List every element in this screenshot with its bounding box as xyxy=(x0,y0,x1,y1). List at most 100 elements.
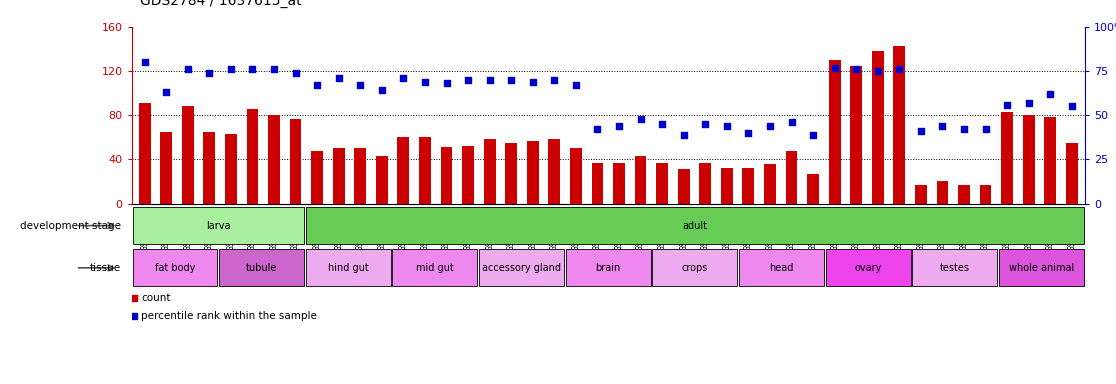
Bar xyxy=(613,163,625,204)
Point xyxy=(308,82,326,88)
Bar xyxy=(826,249,911,286)
Point xyxy=(459,77,477,83)
Bar xyxy=(393,249,478,286)
Text: accessory gland: accessory gland xyxy=(482,263,561,273)
Bar xyxy=(980,185,991,204)
Point xyxy=(912,128,930,134)
Bar xyxy=(462,146,474,204)
Point xyxy=(179,66,196,72)
Text: whole animal: whole animal xyxy=(1009,263,1074,273)
Text: ovary: ovary xyxy=(855,263,882,273)
Bar xyxy=(872,51,884,204)
Point xyxy=(869,68,887,74)
Bar xyxy=(570,148,581,204)
Point xyxy=(610,123,628,129)
Bar xyxy=(161,132,172,204)
Bar xyxy=(786,151,798,204)
Point xyxy=(352,82,369,88)
Bar xyxy=(376,156,387,204)
Text: percentile rank within the sample: percentile rank within the sample xyxy=(142,311,317,321)
Text: development stage: development stage xyxy=(19,220,121,231)
Text: GDS2784 / 1637615_at: GDS2784 / 1637615_at xyxy=(141,0,301,8)
Point xyxy=(1062,103,1080,109)
Bar xyxy=(742,168,754,204)
Point xyxy=(696,121,714,127)
Point xyxy=(998,101,1016,108)
Bar xyxy=(739,249,824,286)
Text: mid gut: mid gut xyxy=(416,263,454,273)
Text: crops: crops xyxy=(682,263,708,273)
Bar xyxy=(829,60,840,204)
Point xyxy=(523,79,541,85)
Bar xyxy=(721,168,733,204)
Point xyxy=(740,130,758,136)
Point xyxy=(567,82,585,88)
Point xyxy=(266,66,283,72)
Point xyxy=(329,75,347,81)
Point xyxy=(222,66,240,72)
Bar xyxy=(219,249,304,286)
Bar xyxy=(677,169,690,204)
Point xyxy=(437,80,455,86)
Point xyxy=(805,132,822,138)
Bar xyxy=(894,46,905,204)
Text: tubule: tubule xyxy=(246,263,278,273)
Point xyxy=(847,66,865,72)
Point xyxy=(416,79,434,85)
Bar xyxy=(268,115,280,204)
Bar xyxy=(354,148,366,204)
Point xyxy=(1020,100,1038,106)
Bar xyxy=(936,182,949,204)
Bar xyxy=(764,164,776,204)
Point xyxy=(136,59,154,65)
Bar xyxy=(653,249,738,286)
Bar xyxy=(133,249,218,286)
Point xyxy=(588,126,606,132)
Bar xyxy=(397,137,410,204)
Text: tissue: tissue xyxy=(89,263,121,273)
Point xyxy=(632,116,650,122)
Bar xyxy=(311,151,323,204)
Point xyxy=(336,83,354,89)
Point xyxy=(933,123,951,129)
Bar xyxy=(483,139,496,204)
Bar xyxy=(306,249,391,286)
Text: count: count xyxy=(142,293,171,303)
Bar xyxy=(290,119,301,204)
Point xyxy=(394,75,412,81)
Bar xyxy=(479,249,564,286)
Point xyxy=(336,245,354,251)
Bar xyxy=(566,249,651,286)
Bar xyxy=(700,163,711,204)
Text: testes: testes xyxy=(940,263,970,273)
Bar xyxy=(138,103,151,204)
Bar xyxy=(591,163,604,204)
Point xyxy=(481,77,499,83)
Text: brain: brain xyxy=(596,263,620,273)
Bar xyxy=(548,139,560,204)
Point xyxy=(718,123,735,129)
Text: larva: larva xyxy=(206,220,231,231)
Point xyxy=(502,77,520,83)
Text: head: head xyxy=(769,263,793,273)
Bar xyxy=(1001,112,1013,204)
Bar xyxy=(1045,118,1056,204)
Point xyxy=(546,77,564,83)
Text: fat body: fat body xyxy=(155,263,195,273)
Bar xyxy=(506,143,517,204)
Point xyxy=(891,66,908,72)
Bar xyxy=(418,137,431,204)
Bar xyxy=(527,141,539,204)
Bar xyxy=(441,147,452,204)
Text: hind gut: hind gut xyxy=(328,263,368,273)
Bar xyxy=(1022,115,1035,204)
Point xyxy=(653,121,671,127)
Point xyxy=(1041,91,1059,97)
Bar xyxy=(306,207,1084,244)
Point xyxy=(243,66,261,72)
Bar xyxy=(225,134,237,204)
Point xyxy=(955,126,973,132)
Point xyxy=(826,65,844,71)
Bar xyxy=(807,174,819,204)
Bar xyxy=(333,148,345,204)
